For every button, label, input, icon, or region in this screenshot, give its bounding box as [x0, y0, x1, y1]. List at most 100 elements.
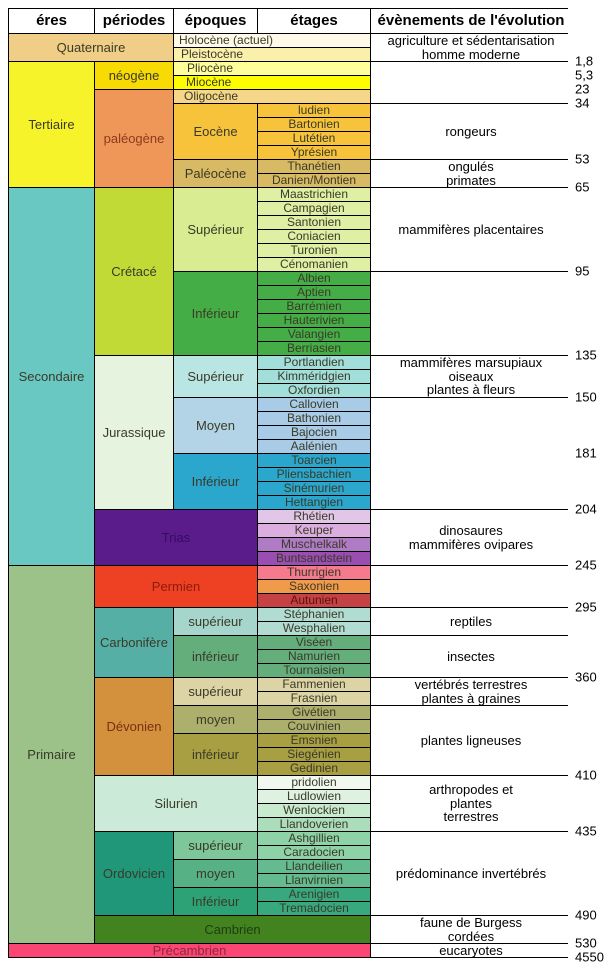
age-label-360: 360 — [575, 669, 597, 685]
stage-caradocien: Caradocien — [258, 846, 370, 859]
stage-llandeilien: Llandeilien — [258, 860, 370, 873]
stage-albien: Albien — [258, 272, 370, 285]
epoch-devonien-moyen: moyen — [174, 706, 257, 733]
era-quaternaire: Quaternaire — [9, 34, 173, 61]
column-header-eres: éres — [9, 9, 94, 33]
period-neogene: néogène — [95, 62, 173, 89]
stage-bartonien: Bartonien — [258, 118, 370, 131]
age-label-1-8: 1,8 — [575, 53, 594, 69]
stage-llanvirnien: Llanvirnien — [258, 874, 370, 887]
stage-callovien: Callovien — [258, 398, 370, 411]
era-secondaire: Secondaire — [9, 188, 94, 565]
age-label-245: 245 — [575, 557, 597, 573]
age-label-435: 435 — [575, 823, 597, 839]
stage-tremadocien: Tremadocien — [258, 902, 370, 915]
era-precambrien: Précambrien — [9, 944, 370, 957]
stage-thanetien: Thanétien — [258, 160, 370, 173]
stage-valangien: Valangien — [258, 328, 370, 341]
stage-portlandien: Portlandien — [258, 356, 370, 369]
stage-fammenien: Fammenien — [258, 678, 370, 691]
stage-bathonien: Bathonien — [258, 412, 370, 425]
events-insectes: insectes — [371, 636, 571, 677]
epoch-paleocene: Paléocène — [174, 160, 257, 187]
stage-ashgillien: Ashgillien — [258, 832, 370, 845]
period-silurien: Silurien — [95, 776, 257, 831]
stage-pliocene: Pliocène — [174, 62, 370, 75]
age-label-181: 181 — [575, 445, 597, 461]
stage-muschelkalk: Muschelkalk — [258, 538, 370, 551]
stage-santonien: Santonien — [258, 216, 370, 229]
stage-coniacien: Coniacien — [258, 230, 370, 243]
age-label-95: 95 — [575, 263, 590, 279]
events-empty-2 — [371, 272, 571, 355]
age-label-295: 295 — [575, 599, 597, 615]
stage-wenlockien: Wenlockien — [258, 804, 370, 817]
age-label-23: 23 — [575, 81, 590, 97]
age-label-65: 65 — [575, 179, 590, 195]
period-carbonifere: Carbonifère — [95, 608, 173, 677]
age-label-135: 135 — [575, 347, 597, 363]
time-scale-table: éres périodes époques étages évènements de l… — [8, 8, 571, 958]
events-rongeurs: rongeurs — [371, 104, 571, 159]
events-marsupiaux: mammifères marsupiaux oiseaux plantes à fl… — [371, 356, 571, 397]
events-vertebres: vertébrés terrestres plantes à graines — [371, 678, 571, 705]
stage-aalenien: Aalénien — [258, 440, 370, 453]
stage-kimmeridgien: Kimméridgien — [258, 370, 370, 383]
period-devonien: Dévonien — [95, 678, 173, 775]
stage-hettangien: Hettangien — [258, 496, 370, 509]
column-header-evenements: évènements de l'évolution — [371, 9, 571, 33]
period-jurassique: Jurassique — [95, 356, 173, 509]
events-eucaryotes: eucaryotes — [371, 944, 571, 957]
stage-pleistocene: Pleistocène — [174, 48, 370, 61]
stage-ludlowien: Ludlowien — [258, 790, 370, 803]
stage-ludien: ludien — [258, 104, 370, 117]
stage-viseen: Viséen — [258, 636, 370, 649]
period-permien: Permien — [95, 566, 257, 607]
events-ligneuses: plantes ligneuses — [371, 706, 571, 775]
age-label-5-3: 5,3 — [575, 67, 594, 83]
stage-buntsandstein: Buntsandstein — [258, 552, 370, 565]
epoch-jurassique-superieur: Supérieur — [174, 356, 257, 397]
age-label-53: 53 — [575, 151, 590, 167]
age-label-4550: 4550 — [575, 949, 604, 965]
epoch-jurassique-inferieur: Inférieur — [174, 454, 257, 509]
epoch-cretace-inferieur: Inférieur — [174, 272, 257, 355]
stage-hauterivien: Hauterivien — [258, 314, 370, 327]
stage-thurrigien: Thurrigien — [258, 566, 370, 579]
age-label-410: 410 — [575, 767, 597, 783]
stage-autunien: Autunien — [258, 594, 370, 607]
stage-arenigien: Arenigien — [258, 888, 370, 901]
epoch-ordovicien-moyen: moyen — [174, 860, 257, 887]
stage-danien-montien: Danien/Montien — [258, 174, 370, 187]
events-dinosaures: dinosaures mammifères ovipares — [371, 510, 571, 565]
stage-pliensbachien: Pliensbachien — [258, 468, 370, 481]
period-trias: Trias — [95, 510, 257, 565]
epoch-ordovicien-superieur: supérieur — [174, 832, 257, 859]
stage-frasnien: Frasnien — [258, 692, 370, 705]
epoch-cretace-superieur: Supérieur — [174, 188, 257, 271]
stage-oxfordien: Oxfordien — [258, 384, 370, 397]
events-invertebres: prédominance invertébrés — [371, 832, 571, 915]
stage-cenomanien: Cénomanien — [258, 258, 370, 271]
stage-berriasien: Berriasien — [258, 342, 370, 355]
period-ordovicien: Ordovicien — [95, 832, 173, 915]
stage-emsnien: Emsnien — [258, 734, 370, 747]
stage-wesphalien: Wesphalien — [258, 622, 370, 635]
era-primaire: Primaire — [9, 566, 94, 943]
stage-namurien: Namurien — [258, 650, 370, 663]
column-header-epoques: époques — [174, 9, 257, 33]
events-arthropodes: arthropodes et plantes terrestres — [371, 776, 571, 831]
era-tertiaire: Tertiaire — [9, 62, 94, 187]
stage-toarcien: Toarcien — [258, 454, 370, 467]
stage-tournaisien: Tournaisien — [258, 664, 370, 677]
period-cretace: Crétacé — [95, 188, 173, 355]
events-placentaires: mammifères placentaires — [371, 188, 571, 271]
stage-holocene: Holocène (actuel) — [174, 34, 370, 47]
epoch-carbonifere-inferieur: inférieur — [174, 636, 257, 677]
age-label-204: 204 — [575, 501, 597, 517]
stage-givetien: Givétien — [258, 706, 370, 719]
events-agriculture: agriculture et sédentarisation homme mode… — [371, 34, 571, 61]
age-label-34: 34 — [575, 95, 590, 111]
epoch-devonien-superieur: supérieur — [174, 678, 257, 705]
